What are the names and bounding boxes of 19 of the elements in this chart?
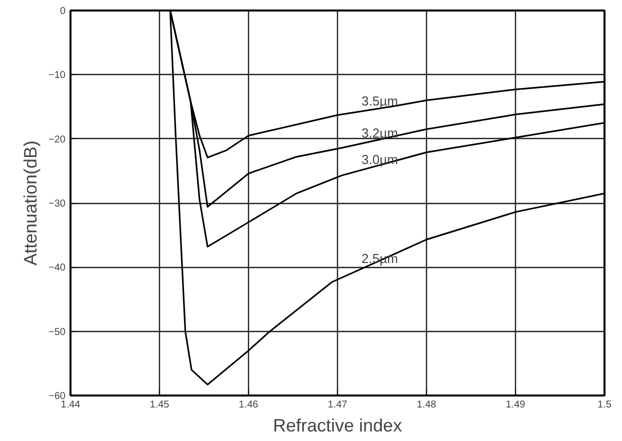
y-tick-label: −50 — [48, 326, 66, 338]
y-tick-label: −20 — [48, 134, 66, 146]
x-axis-title: Refractive index — [272, 416, 402, 436]
x-tick-label: 1.49 — [506, 400, 526, 410]
y-tick-label: −10 — [48, 70, 66, 82]
y-tick-label: 0 — [60, 6, 66, 17]
x-tick-label: 1.44 — [60, 400, 81, 410]
y-tick-label: −30 — [48, 198, 66, 210]
x-tick-label: 1.45 — [150, 400, 170, 410]
series-label: 3.2µm — [362, 126, 398, 141]
x-tick-label: 1.47 — [328, 400, 348, 410]
series-label: 3.0µm — [362, 152, 398, 168]
series-label: 3.5µm — [362, 93, 398, 108]
x-tick-label: 1.48 — [416, 400, 437, 410]
y-tick-label: −60 — [48, 391, 66, 402]
x-tick-label: 1.46 — [238, 400, 259, 410]
y-axis-title: Attenuation(dB) — [20, 140, 41, 266]
y-tick-label: −40 — [48, 262, 66, 274]
x-tick-label: 1.5 — [598, 400, 612, 410]
